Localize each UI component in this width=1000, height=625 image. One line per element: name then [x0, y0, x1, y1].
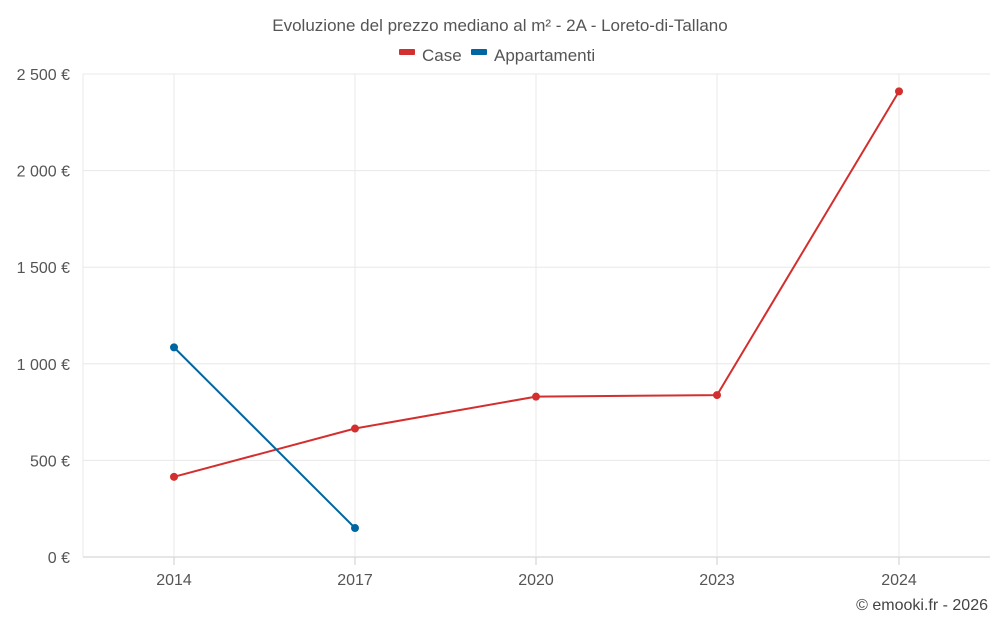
y-tick-label: 2 500 € — [17, 67, 70, 84]
data-point[interactable] — [351, 424, 359, 433]
y-tick-label: 2 000 € — [17, 164, 70, 181]
legend-item-1[interactable]: Appartamenti — [471, 46, 595, 65]
x-tick-label: 2014 — [156, 572, 192, 589]
legend-swatch — [471, 49, 487, 55]
x-tick-label: 2023 — [699, 572, 735, 589]
credit-text: © emooki.fr - 2026 — [856, 597, 988, 614]
data-point[interactable] — [170, 343, 178, 352]
data-point[interactable] — [895, 87, 903, 96]
y-tick-label: 500 € — [30, 453, 70, 470]
y-tick-label: 1 500 € — [17, 260, 70, 277]
y-tick-label: 0 € — [48, 550, 70, 567]
legend: Case Appartamenti — [399, 46, 595, 65]
legend-item-0[interactable]: Case — [399, 46, 462, 65]
y-axis: 0 € 500 € 1 000 € 1 500 € 2 000 € 2 500 € — [17, 67, 70, 567]
legend-label: Case — [422, 46, 462, 65]
data-point[interactable] — [713, 391, 721, 400]
plot-area — [170, 87, 903, 533]
data-point[interactable] — [351, 524, 359, 533]
legend-label: Appartamenti — [494, 46, 595, 65]
chart-title: Evoluzione del prezzo mediano al m² - 2A… — [272, 16, 727, 35]
x-tick-label: 2020 — [518, 572, 554, 589]
x-tick-label: 2024 — [881, 572, 917, 589]
data-point[interactable] — [532, 392, 540, 401]
data-point[interactable] — [170, 472, 178, 481]
y-tick-label: 1 000 € — [17, 357, 70, 374]
x-axis: 2014 2017 2020 2023 2024 — [156, 557, 917, 589]
x-tick-label: 2017 — [337, 572, 373, 589]
series-line-1 — [173, 346, 356, 529]
grid — [82, 73, 990, 558]
legend-swatch — [399, 49, 415, 55]
